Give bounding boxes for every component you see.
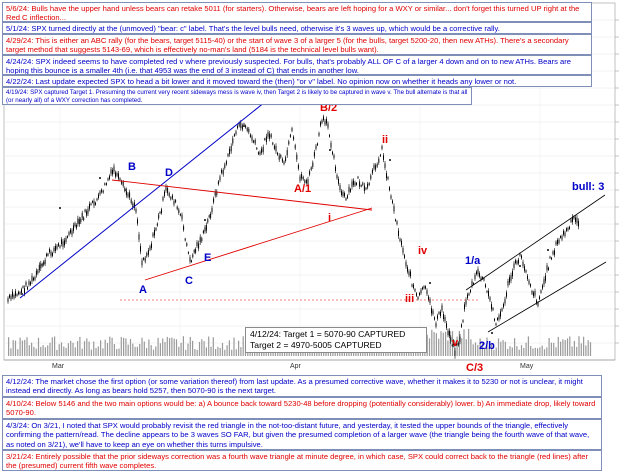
wave-label-C3: C/3	[466, 362, 484, 374]
wave-label-1a: 1/a	[465, 255, 481, 267]
wave-label-D: D	[165, 167, 173, 179]
target-box-line1: 4/12/24: Target 1 = 5070-90 CAPTURED	[250, 329, 406, 339]
note-2024-04-24: 4/24/24: SPX indeed seems to have comple…	[2, 55, 592, 75]
bull-trendline	[19, 97, 271, 299]
bull-channel-upper	[465, 194, 606, 291]
wave-label-ii: ii	[382, 134, 389, 146]
note-2024-04-19: 4/19/24: SPX captured Target 1. Presumin…	[2, 87, 472, 105]
wave-label-v: v	[452, 337, 459, 349]
red-triangle-lower	[144, 207, 373, 281]
wave-label-iv: iv	[418, 245, 428, 257]
note-2024-04-12: 4/12/24: The market chose the first opti…	[2, 375, 602, 397]
wave-label-B2: B/2	[320, 102, 338, 114]
wave-label-2b: 2/b	[479, 340, 495, 352]
wave-label-i: i	[328, 212, 332, 224]
note-2024-03-21: 3/21/24: Entirely possible that the prio…	[2, 450, 602, 471]
wave-label-iii: iii	[405, 293, 415, 305]
note-2024-05-06: 5/6/24: Bulls have the upper hand unless…	[2, 2, 592, 22]
wave-label-A1: A/1	[294, 183, 312, 195]
wave-label-C: C	[185, 275, 193, 287]
x-tick-label: May	[520, 363, 534, 370]
wave-label-E: E	[204, 252, 212, 264]
x-tick-label: Apr	[290, 363, 302, 370]
target-box-line2: Target 2 = 4970-5005 CAPTURED	[250, 340, 382, 350]
note-2024-04-03: 4/3/24: On 3/21, I noted that SPX would …	[2, 419, 602, 450]
wave-label-A: A	[139, 284, 147, 296]
wave-label-bull-3: bull: 3	[572, 181, 605, 193]
note-2024-04-10: 4/10/24: Below 5146 and the two main opt…	[2, 397, 602, 419]
note-2024-04-29: 4/29/24: This is either an ABC rally (fo…	[2, 34, 592, 55]
red-triangle-upper	[111, 179, 373, 211]
bull-channel-lower	[487, 261, 607, 333]
x-tick-label: Mar	[52, 363, 65, 370]
target-box: 4/12/24: Target 1 = 5070-90 CAPTURED Tar…	[245, 327, 427, 353]
wave-label-B: B	[128, 161, 136, 173]
note-2024-05-01: 5/1/24: SPX turned directly at the (unmo…	[2, 22, 592, 34]
note-2024-04-22: 4/22/24: Last update expected SPX to hea…	[2, 75, 592, 87]
